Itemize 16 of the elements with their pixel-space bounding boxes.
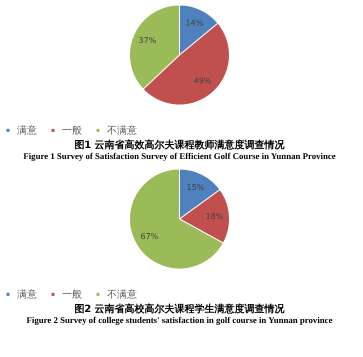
data-label: 37% [138, 36, 157, 46]
text: 图2 云南省高校高尔夫课程学生满意度调查情况 [74, 303, 286, 315]
text: Figure 2 Survey of college students' satisfaction in golf course in Yunnan province [26, 315, 333, 325]
data-label: 18% [206, 212, 224, 221]
legend-label: 一般 [62, 125, 82, 136]
data-label: 49% [194, 76, 212, 86]
legend-label: 一般 [62, 289, 82, 300]
legend-label: 不满意 [107, 288, 137, 300]
data-label: 14% [186, 18, 204, 28]
data-label: 15% [186, 182, 205, 192]
text: Figure 1 Survey of Satisfaction Survey of Efficient Golf Course in Yunnan Province [23, 151, 336, 161]
text: 图1 云南省高效高尔夫课程教师满意度调查情况 [74, 139, 286, 151]
legend-label: 满意 [17, 288, 37, 300]
data-label: 67% [140, 232, 159, 241]
legend-label: 满意 [17, 124, 37, 136]
legend-label: 不满意 [107, 124, 137, 136]
